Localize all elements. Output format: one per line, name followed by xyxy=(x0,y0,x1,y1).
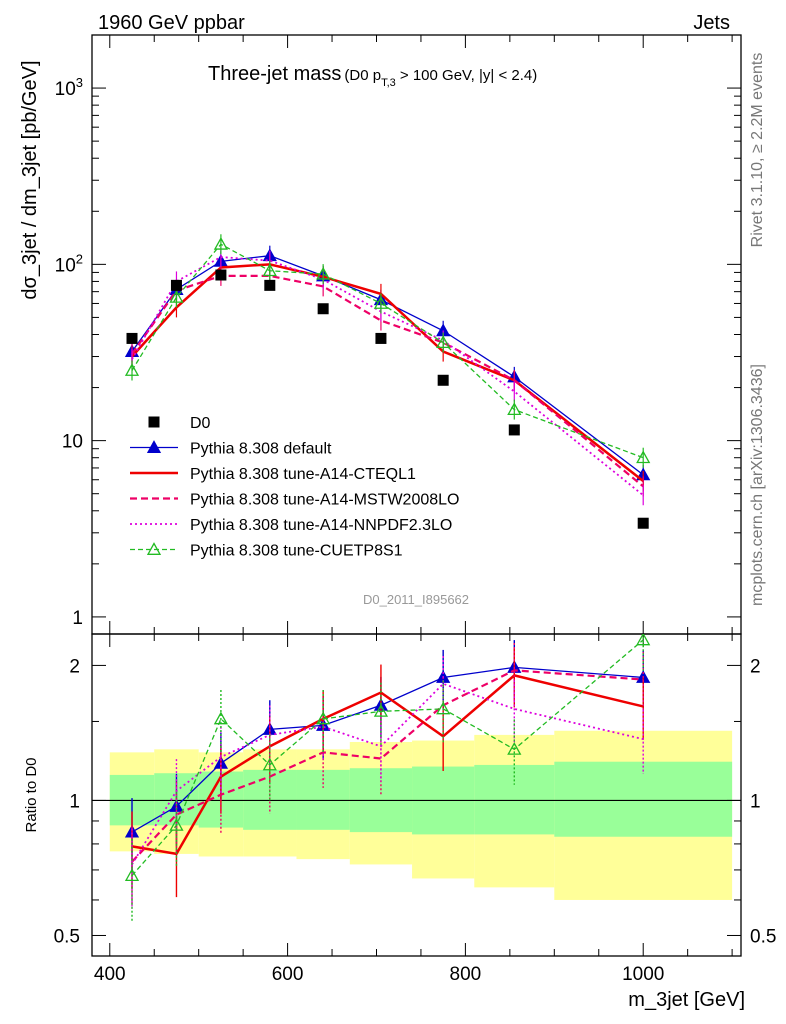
ratio-tick-label-right: 0.5 xyxy=(750,926,776,947)
ratio-axis-title: Ratio to D0 xyxy=(23,757,40,832)
y-axis-title: dσ_3jet / dm_3jet [pb/GeV] xyxy=(19,60,41,299)
plot-title-main: Three-jet mass xyxy=(208,63,341,85)
plot-title-subscript: T,3 xyxy=(381,77,396,89)
legend-label: Pythia 8.308 tune-A14-CTEQL1 xyxy=(190,466,416,483)
x-tick-label: 800 xyxy=(450,964,482,985)
x-axis-title: m_3jet [GeV] xyxy=(628,989,745,1011)
d0-point xyxy=(126,332,138,344)
legend: D0 Pythia 8.308 default Pythia 8.308 tune-… xyxy=(130,415,459,560)
y-tick-label: 10 xyxy=(62,432,83,453)
series-line xyxy=(131,243,644,459)
series-point xyxy=(213,236,229,250)
y-tick-label: 1 xyxy=(72,608,83,629)
series-point xyxy=(507,402,522,416)
mcplots-label: mcplots.cern.ch [arXiv:1306.3436] xyxy=(749,364,766,606)
x-tick-label: 1000 xyxy=(622,964,664,985)
d0-point xyxy=(264,279,276,291)
series-point xyxy=(169,289,184,303)
ratio-line xyxy=(131,669,644,863)
series-point xyxy=(373,296,389,309)
ratio-tick-label-right: 2 xyxy=(750,656,761,677)
ratio-tick-labels: 0.5 0.5 1 1 2 2 xyxy=(54,656,777,947)
ratio-point xyxy=(373,703,389,717)
ratio-point xyxy=(169,818,184,831)
legend-label: Pythia 8.308 default xyxy=(190,441,332,458)
series-point xyxy=(436,335,451,349)
main-series-group xyxy=(124,234,651,529)
d0-data-points xyxy=(126,269,649,529)
d0-point xyxy=(215,269,227,281)
ratio-tick-label-left: 2 xyxy=(69,656,80,677)
legend-label: Pythia 8.308 tune-A14-NNPDF2.3LO xyxy=(190,517,452,534)
header-energy: 1960 GeV ppbar xyxy=(98,12,245,34)
y-tick-label: 102 xyxy=(55,251,83,276)
ratio-point xyxy=(436,701,451,715)
legend-swatch-marker xyxy=(146,440,162,453)
d0-point xyxy=(317,303,329,315)
d0-point xyxy=(375,332,387,344)
series-ratio-4 xyxy=(124,634,651,922)
series-point xyxy=(262,263,277,277)
y-tick-labels: 1 10 102 103 xyxy=(55,75,83,629)
series-main-4 xyxy=(124,234,651,468)
rivet-version-label: Rivet 3.1.10, ≥ 2.2M events xyxy=(749,53,766,248)
d0-point xyxy=(637,517,649,529)
header-category: Jets xyxy=(693,12,730,34)
ratio-series-group xyxy=(124,634,651,922)
ratio-point xyxy=(213,711,229,725)
series-point xyxy=(636,450,651,464)
x-tick-label: 600 xyxy=(272,964,304,985)
ratio-tick-label-left: 1 xyxy=(69,791,80,812)
ratio-point xyxy=(636,634,651,646)
legend-label: D0 xyxy=(190,415,211,432)
ratio-point xyxy=(316,711,331,725)
series-point xyxy=(124,363,140,376)
ratio-tick-label-left: 0.5 xyxy=(54,926,80,947)
axis-ticks xyxy=(92,34,741,956)
ratio-uncertainty-bands xyxy=(92,730,741,900)
band-green-bin xyxy=(474,764,555,835)
analysis-id: D0_2011_I895662 xyxy=(363,592,469,607)
series-line xyxy=(131,256,644,496)
ratio-tick-label-right: 1 xyxy=(750,791,761,812)
d0-point xyxy=(437,374,449,386)
d0-point xyxy=(508,424,520,436)
legend-label: Pythia 8.308 tune-CUETP8S1 xyxy=(190,543,403,560)
plot-title-sub: (D0 p xyxy=(344,67,381,84)
legend-swatch-marker xyxy=(146,542,162,555)
ratio-panel-frame xyxy=(91,633,742,957)
series-point xyxy=(316,266,331,280)
legend-label: Pythia 8.308 tune-A14-MSTW2008LO xyxy=(190,492,459,509)
y-tick-label: 103 xyxy=(55,75,83,100)
ratio-point xyxy=(507,741,522,755)
d0-point xyxy=(170,279,182,291)
legend-swatch-marker xyxy=(148,416,160,428)
x-tick-label: 400 xyxy=(94,964,126,985)
ratio-point xyxy=(124,868,140,882)
series-line xyxy=(131,274,644,488)
plot-title: Three-jet mass (D0 pT,3 > 100 GeV, |y| < … xyxy=(208,63,537,89)
x-tick-labels: 400 600 800 1000 xyxy=(94,964,664,985)
ratio-point xyxy=(262,757,277,771)
band-green-bin xyxy=(554,761,733,837)
plot-title-sub-rest: > 100 GeV, |y| < 2.4) xyxy=(396,67,538,84)
